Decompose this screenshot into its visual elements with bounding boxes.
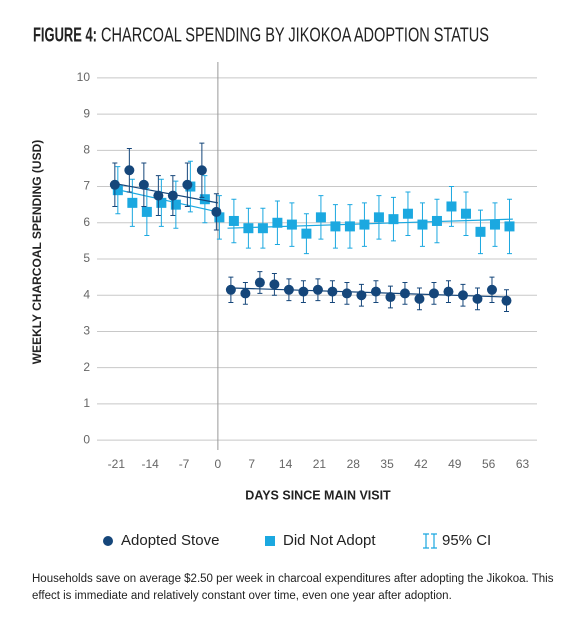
square-marker	[388, 214, 399, 225]
circle-marker	[370, 286, 381, 297]
x-tick-label: 21	[313, 457, 327, 471]
circle-marker	[269, 279, 280, 290]
circle-marker	[472, 293, 483, 304]
circle-marker	[240, 288, 251, 299]
y-tick-label: 10	[77, 70, 91, 84]
x-tick-label: -7	[179, 457, 190, 471]
legend-label: Did Not Adopt	[283, 532, 376, 549]
legend-marker	[265, 536, 275, 546]
circle-marker	[356, 290, 367, 301]
x-tick-label: 0	[215, 457, 222, 471]
x-tick-label: 7	[248, 457, 255, 471]
chart: FIGURE 4: CHARCOAL SPENDING BY JIKOKOA A…	[30, 24, 537, 549]
legend-marker	[103, 536, 113, 546]
legend-ci-icon	[423, 533, 437, 549]
circle-marker	[225, 284, 236, 295]
circle-marker	[138, 179, 149, 190]
square-marker	[156, 197, 167, 208]
x-axis-label: DAYS SINCE MAIN VISIT	[245, 488, 391, 502]
circle-marker	[327, 286, 338, 297]
legend-label: Adopted Stove	[121, 532, 219, 549]
square-marker	[214, 212, 225, 223]
y-tick-label: 3	[83, 324, 90, 338]
square-marker	[359, 219, 370, 230]
footnote: Households save on average $2.50 per wee…	[32, 573, 554, 602]
circle-marker	[385, 292, 396, 303]
square-marker	[315, 212, 326, 223]
square-marker	[417, 219, 428, 230]
circle-marker	[254, 277, 265, 288]
x-tick-label: 28	[347, 457, 361, 471]
y-tick-label: 5	[83, 251, 90, 265]
circle-marker	[414, 293, 425, 304]
square-marker	[402, 208, 413, 219]
circle-marker	[341, 288, 352, 299]
square-marker	[257, 223, 268, 234]
y-tick-label: 9	[83, 106, 90, 120]
fit-line	[227, 218, 513, 229]
square-marker	[344, 221, 355, 232]
circle-marker	[443, 286, 454, 297]
square-marker	[460, 208, 471, 219]
circle-marker	[167, 190, 178, 201]
circle-marker	[109, 179, 120, 190]
circle-marker	[457, 290, 468, 301]
circle-marker	[501, 295, 512, 306]
circle-marker	[124, 165, 135, 176]
x-tick-label: 42	[414, 457, 428, 471]
y-tick-label: 8	[83, 142, 90, 156]
circle-marker	[399, 288, 410, 299]
square-marker	[199, 194, 210, 205]
square-marker	[127, 197, 138, 208]
y-tick-label: 4	[83, 287, 90, 301]
circle-marker	[486, 284, 497, 295]
square-marker	[112, 185, 123, 196]
circle-marker	[428, 288, 439, 299]
y-tick-label: 0	[83, 432, 90, 446]
x-tick-label: 49	[448, 457, 462, 471]
square-marker	[431, 215, 442, 226]
square-marker	[228, 215, 239, 226]
circle-marker	[182, 179, 193, 190]
y-tick-label: 2	[83, 360, 90, 374]
title-label: FIGURE 4:	[33, 24, 97, 46]
circle-marker	[312, 284, 323, 295]
square-marker	[475, 226, 486, 237]
circle-marker	[196, 165, 207, 176]
legend-label: 95% CI	[442, 532, 491, 549]
x-tick-label: -14	[142, 457, 160, 471]
square-marker	[504, 221, 515, 232]
square-marker	[272, 217, 283, 228]
y-tick-label: 1	[83, 396, 90, 410]
square-marker	[446, 201, 457, 212]
chart-title: CHARCOAL SPENDING BY JIKOKOA ADOPTION ST…	[101, 24, 489, 46]
circle-marker	[298, 286, 309, 297]
circle-marker	[283, 284, 294, 295]
square-marker	[330, 221, 341, 232]
circle-marker	[153, 190, 164, 201]
x-tick-label: 63	[516, 457, 530, 471]
y-tick-label: 7	[83, 179, 90, 193]
y-tick-label: 6	[83, 215, 90, 229]
square-marker	[243, 223, 254, 234]
x-tick-label: 35	[380, 457, 394, 471]
y-axis-label: WEEKLY CHARCOAL SPENDING (USD)	[30, 140, 44, 364]
square-marker	[170, 199, 181, 210]
circle-marker	[211, 206, 222, 217]
square-marker	[301, 228, 312, 239]
square-marker	[489, 219, 500, 230]
square-marker	[373, 212, 384, 223]
x-tick-label: 14	[279, 457, 293, 471]
x-tick-label: 56	[482, 457, 496, 471]
square-marker	[141, 206, 152, 217]
square-marker	[286, 219, 297, 230]
x-tick-label: -21	[108, 457, 126, 471]
